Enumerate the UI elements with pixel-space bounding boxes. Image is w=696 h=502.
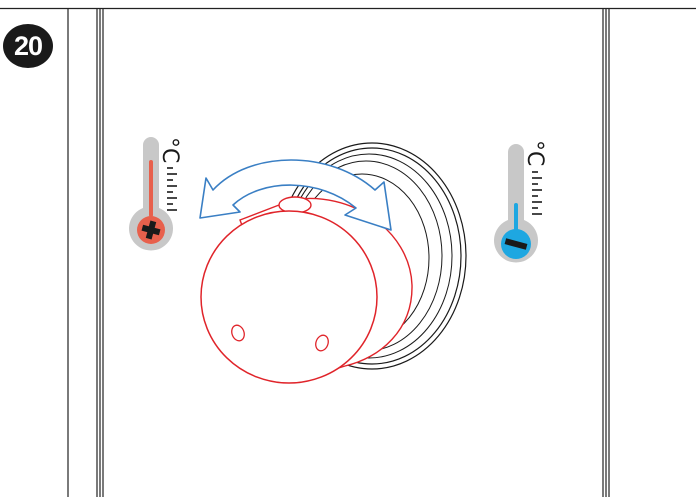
- knob-hole-right: [315, 334, 329, 352]
- hot-unit-label: °C: [157, 137, 182, 163]
- rotation-arrow-icon: [199, 159, 392, 231]
- plus-sign-icon: [141, 220, 161, 240]
- cold-scale-ticks: [532, 171, 542, 215]
- hot-thermometer-icon: °C: [129, 137, 182, 251]
- knob-hole-left: [231, 324, 245, 342]
- cold-unit-label: °C: [522, 140, 547, 166]
- temperature-knob[interactable]: [200, 210, 378, 384]
- cold-thermometer-icon: °C: [494, 140, 547, 263]
- hot-scale-ticks: [167, 167, 177, 211]
- panel-frame: [0, 7, 696, 497]
- step-number-badge: 20: [3, 24, 53, 68]
- minus-sign-icon: [504, 238, 528, 250]
